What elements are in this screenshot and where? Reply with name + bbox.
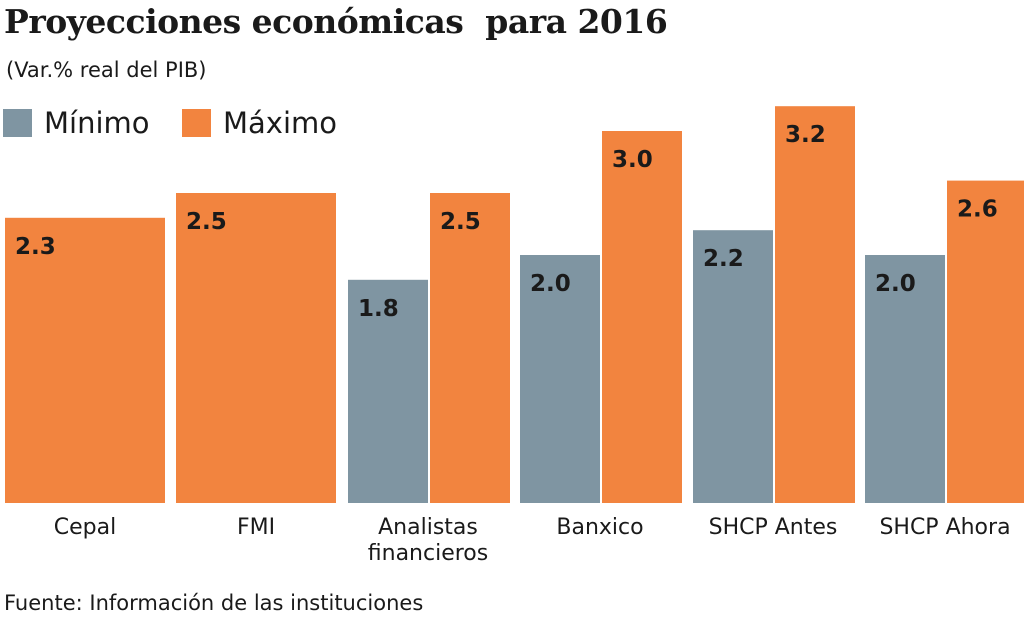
bar-maximo — [430, 193, 510, 503]
bar-minimo — [865, 255, 945, 503]
data-label: 3.2 — [785, 122, 826, 148]
bar-maximo — [947, 180, 1024, 503]
legend-swatch-maximo — [182, 109, 211, 137]
chart-subtitle: (Var.% real del PIB) — [6, 58, 207, 82]
bar-maximo — [775, 106, 855, 503]
source-note: Fuente: Información de las instituciones — [4, 591, 424, 615]
bar-minimo — [693, 230, 773, 503]
bar-maximo — [5, 217, 165, 504]
category-label: Banxico — [556, 515, 643, 540]
data-label: 2.2 — [703, 246, 744, 272]
legend-swatch-minimo — [3, 109, 32, 137]
chart-title: Proyecciones económicas para 2016 — [4, 2, 668, 41]
data-label: 2.6 — [957, 197, 998, 223]
data-label: 2.3 — [15, 234, 56, 260]
category-label: FMI — [237, 515, 275, 540]
category-label: Analistas — [378, 515, 478, 540]
data-label: 2.5 — [186, 209, 227, 235]
legend-label-maximo: Máximo — [223, 106, 338, 140]
category-label: financieros — [368, 541, 488, 566]
data-label: 3.0 — [612, 147, 653, 173]
data-label: 1.8 — [358, 296, 399, 322]
category-label: SHCP Antes — [709, 515, 838, 540]
data-label: 2.5 — [440, 209, 481, 235]
bar-maximo — [176, 193, 336, 503]
bar-minimo — [348, 279, 428, 503]
legend-item-maximo: Máximo — [182, 106, 337, 140]
category-label: SHCP Ahora — [879, 515, 1010, 540]
legend-label-minimo: Mínimo — [44, 106, 150, 140]
category-label: Cepal — [54, 515, 116, 540]
bar-minimo — [520, 255, 600, 503]
bar-maximo — [602, 131, 682, 503]
data-label: 2.0 — [530, 271, 571, 297]
data-label: 2.0 — [875, 271, 916, 297]
legend-item-minimo: Mínimo — [3, 106, 150, 140]
